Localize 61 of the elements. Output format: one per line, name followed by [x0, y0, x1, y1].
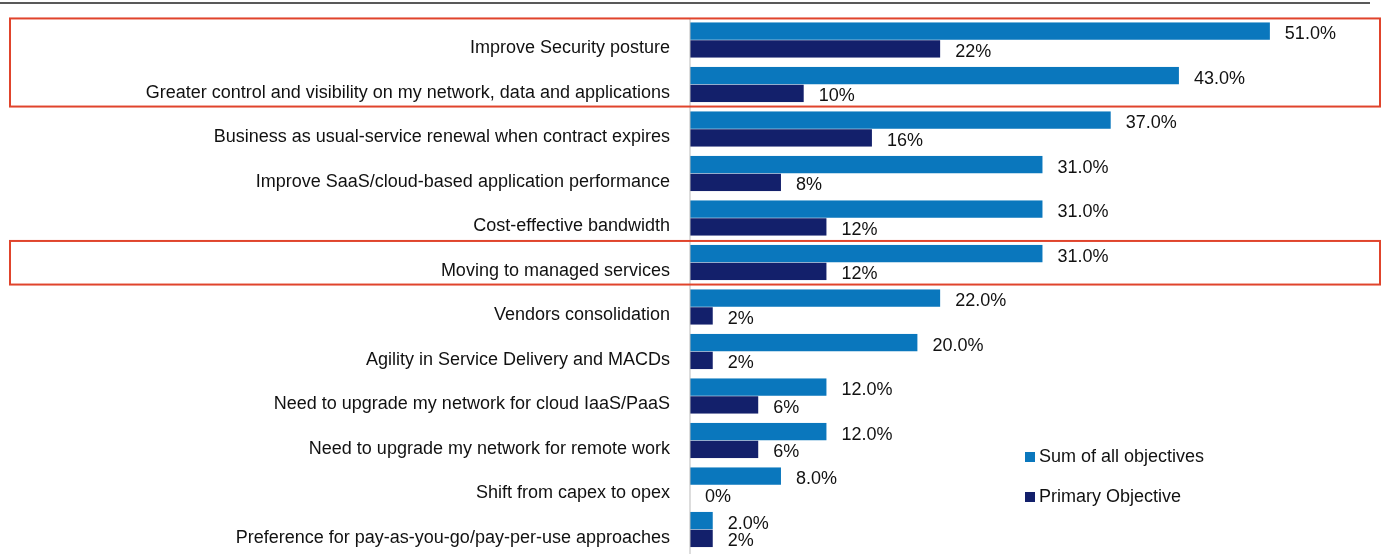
y-tick-label: Business as usual-service renewal when contract expires [213, 126, 670, 146]
data-label: 43.0% [1193, 67, 1245, 88]
y-tick-label: Moving to managed services [440, 259, 670, 280]
data-label: 6% [773, 441, 800, 462]
bar [690, 66, 1179, 85]
data-label: 31.0% [1057, 245, 1109, 266]
data-label: 12.0% [841, 423, 893, 444]
bar [690, 111, 1111, 129]
bar [690, 307, 713, 325]
legend-label: Primary Objective [1039, 485, 1182, 506]
y-tick-label: Preference for pay-as-you-go/pay-per-use approaches [235, 526, 670, 547]
y-tick-label: Shift from capex to opex [475, 482, 670, 502]
data-label: 0% [705, 485, 732, 506]
data-label: 12% [841, 218, 878, 239]
data-label: 22% [955, 40, 992, 61]
bar [690, 262, 827, 281]
data-label: 37.0% [1125, 112, 1177, 133]
data-label: 16% [886, 129, 923, 150]
bar [690, 244, 1043, 263]
bar [690, 84, 804, 103]
data-label: 8.0% [795, 468, 837, 489]
y-tick-label: Agility in Service Delivery and MACDs [365, 348, 670, 369]
bar [690, 396, 759, 414]
y-tick-label: Cost-effective bandwidth [473, 215, 670, 235]
data-label: 31.0% [1057, 156, 1109, 177]
data-label: 2% [727, 307, 754, 328]
data-label: 2% [727, 530, 754, 551]
bar [690, 289, 941, 307]
bar [690, 22, 1270, 40]
y-tick-label: Vendors consolidation [493, 304, 670, 324]
bar [690, 467, 781, 485]
y-tick-label: Need to upgrade my network for remote work [308, 437, 671, 458]
bar [690, 200, 1043, 218]
y-tick-label: Need to upgrade my network for cloud IaaS/PaaS [273, 393, 670, 413]
data-label: 20.0% [932, 334, 984, 355]
bar [690, 422, 827, 441]
data-label: 31.0% [1057, 201, 1109, 222]
bar [690, 333, 918, 352]
bar [690, 529, 713, 548]
bar [690, 155, 1043, 174]
bar [690, 129, 872, 147]
data-label: 6% [773, 396, 800, 417]
bar [690, 173, 781, 192]
data-label: 8% [795, 174, 822, 195]
data-label: 12% [841, 263, 878, 284]
data-label: 2.0% [727, 512, 769, 533]
y-tick-label: Greater control and visibility on my network, data and applications [145, 81, 670, 102]
data-label: 22.0% [955, 290, 1007, 311]
y-tick-label: Improve Security posture [469, 37, 670, 57]
bar [690, 440, 759, 459]
data-label: 2% [727, 352, 754, 373]
data-label: 10% [818, 85, 855, 106]
bar [690, 40, 941, 58]
bar [690, 351, 713, 370]
y-tick-label: Improve SaaS/cloud-based application performance [255, 170, 670, 191]
data-label: 51.0% [1284, 23, 1336, 44]
bar [690, 218, 827, 236]
data-label: 12.0% [841, 379, 893, 400]
legend-label: Sum of all objectives [1039, 445, 1205, 466]
bar [690, 378, 827, 396]
bar [690, 511, 713, 530]
